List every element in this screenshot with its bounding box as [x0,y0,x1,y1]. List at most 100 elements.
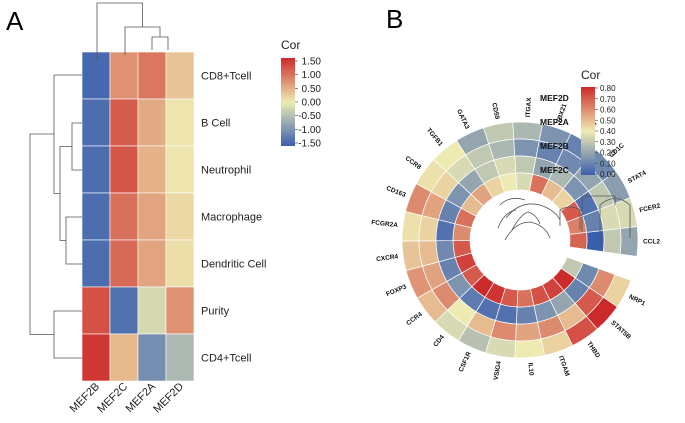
heatmap-b-gene-label: FCGR2A [371,219,399,229]
heatmap-a-cell [109,239,139,288]
heatmap-a-cell [165,333,195,382]
heatmap-b-ring-label: MEF2D [540,93,569,103]
heatmap-a-cell [109,145,139,194]
heatmap-b-ring-labels: MEF2D MEF2A MEF2B MEF2C [540,93,569,175]
heatmap-a-cell [137,192,167,241]
legend-b-ticks: 0.80 0.70 0.600.50 0.40 0.30 0.200.10 0.00 [595,84,616,179]
heatmap-b-cell [515,305,538,325]
heatmap-a-row-label: Neutrophil [201,165,251,177]
heatmap-b-cell [514,338,545,359]
heatmap-b-gene-label: CSF1R [458,351,473,374]
legend-b-tick-label: 0.70 [600,95,616,104]
heatmap-b-gene-label: IL10 [526,362,534,376]
heatmap-a-cell [109,333,139,382]
heatmap-a-row-label: B Cell [201,118,230,130]
heatmap-a-cell [137,51,167,100]
legend-a-tick-label: -0.50 [298,111,321,122]
legend-a-tick-label: -1.50 [298,139,321,150]
heatmap-a-cell [81,145,111,194]
heatmap-a-cells [81,51,195,382]
legend-a-tick-label: 1.50 [302,57,322,68]
heatmap-a-row-dendrogram [29,74,82,359]
heatmap-a-row-label: CD4+Tcell [201,353,251,365]
legend-a-colorbar [281,58,295,146]
heatmap-a-cell [109,98,139,147]
heatmap-a-cell [81,192,111,241]
heatmap-b-gene-label: CCR4 [405,311,424,327]
heatmap-a-cell [165,98,195,147]
heatmap-b-cell [512,121,543,142]
heatmap-b-gene-label: STAT5B [609,319,632,341]
heatmap-a-column-label: MEF2D [151,381,186,416]
heatmap-b-gene-label: ITGAM [557,355,571,377]
heatmap-a-cell [137,333,167,382]
legend-a-title: Cor [281,38,300,52]
heatmap-b-cell [569,232,588,250]
legend-b-tick-label: 0.20 [600,149,616,158]
heatmap-a-cell [165,239,195,288]
heatmap-b-cell [514,155,537,175]
heatmap-a-cell [109,192,139,241]
heatmap-b-dendrogram [497,195,631,245]
heatmap-a-cell [165,51,195,100]
heatmap-b-gene-label: FOXP3 [385,283,408,298]
legend-b-tick-label: 0.50 [600,116,616,125]
heatmap-a-cell [81,333,111,382]
heatmap-a-cell [165,145,195,194]
legend-a-tick-label: 0.50 [302,84,322,95]
heatmap-b-cell [585,230,605,253]
legend-b-colorbar [581,87,595,175]
heatmap-b-ring-label: MEF2C [540,165,569,175]
heatmap-b-ring-label: MEF2B [540,141,569,151]
legend-a-tick-label: -1.00 [298,125,321,136]
legend-b-tick-label: 0.80 [600,84,616,93]
heatmap-b-gene-label: CCR8 [404,155,423,171]
heatmap-a-row-label: Purity [201,306,230,318]
heatmap-b-gene-label: CD4 [432,334,446,349]
panel-letter-a: A [6,6,24,36]
heatmap-b-gene-label: THBD [585,340,601,359]
heatmap-a-cell [109,51,139,100]
heatmap-b-gene-label: GATA3 [455,108,470,130]
heatmap-b-gene-label: STAT4 [627,169,648,185]
heatmap-b-cell [418,215,439,242]
heatmap-a-cell [137,145,167,194]
legend-b-tick-label: 0.10 [600,159,616,168]
heatmap-b-gene-label: VSIG4 [493,360,503,380]
legend-b-tick-label: 0.00 [600,170,616,179]
heatmap-b-cells [401,121,639,359]
heatmap-a-cell [81,239,111,288]
legend-b-title: Cor [581,68,600,82]
heatmap-a-cell [137,286,167,335]
legend-b-tick-label: 0.60 [600,106,616,115]
heatmap-a-cell [81,51,111,100]
heatmap-b-gene-label: CD59 [490,102,500,120]
heatmap-a-cell [165,286,195,335]
legend-b-tick-label: 0.30 [600,138,616,147]
heatmap-b-ring-label: MEF2A [540,117,569,127]
heatmap-a-column-label: MEF2C [95,381,130,416]
heatmap-b-gene-label: CD163 [385,185,407,199]
heatmap-a-cell [109,286,139,335]
heatmap-b-cell [602,228,622,255]
heatmap-a-cell [137,98,167,147]
panel-a-heatmap: CD8+Tcell B Cell Neutrophil Macrophage Dendr… [29,2,321,415]
panel-b-circular-heatmap: NRP1 STAT5B THBD ITGAM IL10 VSIG4 CSF1R CD4 CCR4… [371,68,662,381]
heatmap-b-cell [513,138,540,158]
panel-letter-b: B [386,4,403,34]
heatmap-b-legend: Cor 0.80 0.70 0.600.50 0.40 0.30 0.200.10 0.00 [581,68,616,179]
heatmap-a-cell [165,192,195,241]
legend-a-tick-label: 0.00 [302,98,322,109]
heatmap-b-cell [515,321,542,342]
heatmap-a-cell [137,239,167,288]
heatmap-b-cell [619,226,639,257]
heatmap-a-row-labels: CD8+Tcell B Cell Neutrophil Macrophage Dendr… [201,71,266,365]
heatmap-a-cell [81,286,111,335]
heatmap-a-row-label: CD8+Tcell [201,71,251,83]
legend-a-tick-label: 1.00 [302,70,322,81]
legend-a-ticks: 1.50 1.00 0.50 0.00 -0.50 -1.00 -1.50 [295,57,321,150]
heatmap-b-gene-label: NRP1 [628,293,647,307]
heatmap-b-gene-label: FCER2 [639,202,662,214]
heatmap-b-gene-label: CCL2 [643,238,660,245]
